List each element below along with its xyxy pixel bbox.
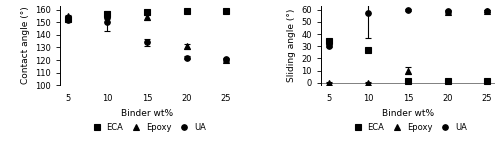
Legend: ECA, Epoxy, UA: ECA, Epoxy, UA bbox=[346, 119, 470, 135]
Y-axis label: Sliding angle (°): Sliding angle (°) bbox=[287, 9, 296, 82]
Y-axis label: Contact angle (°): Contact angle (°) bbox=[20, 7, 30, 85]
X-axis label: Binder wt%: Binder wt% bbox=[121, 109, 173, 118]
X-axis label: Binder wt%: Binder wt% bbox=[382, 109, 434, 118]
Legend: ECA, Epoxy, UA: ECA, Epoxy, UA bbox=[85, 119, 209, 135]
